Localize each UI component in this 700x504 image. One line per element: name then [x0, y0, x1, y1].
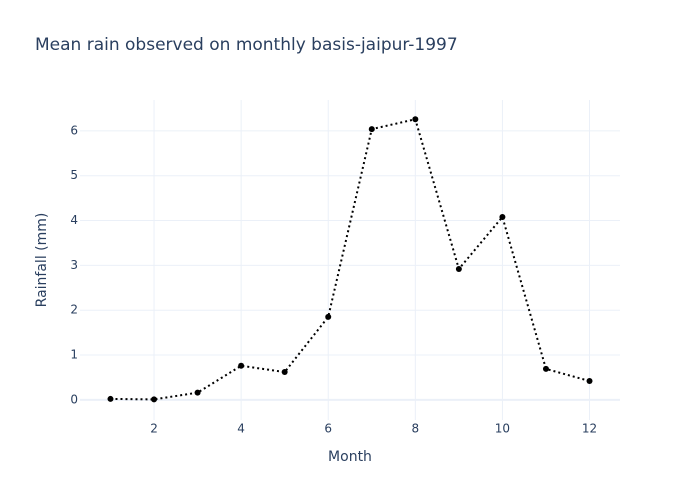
marker [412, 116, 419, 123]
y-tick-label: 0 [70, 392, 78, 406]
marker [325, 313, 332, 320]
y-tick-label: 1 [70, 348, 78, 362]
marker [151, 396, 158, 403]
y-tick-label: 5 [70, 168, 78, 182]
marker [499, 213, 506, 220]
x-tick-label: 2 [150, 422, 158, 436]
marker [107, 395, 114, 402]
x-tick-label: 10 [495, 422, 510, 436]
y-tick-label: 2 [70, 303, 78, 317]
y-tick-label: 3 [70, 258, 78, 272]
marker [368, 126, 375, 133]
marker [194, 389, 201, 396]
marker [238, 362, 245, 369]
marker [542, 365, 549, 372]
y-tick-label: 4 [70, 213, 78, 227]
y-axis-title: Rainfall (mm) [34, 213, 50, 308]
x-tick-label: 12 [582, 422, 597, 436]
x-axis-title: Month [328, 449, 372, 465]
line [110, 118, 590, 401]
x-tick-label: 8 [412, 422, 420, 436]
marker [586, 378, 593, 385]
marker [455, 265, 462, 272]
y-tick-label: 6 [70, 123, 78, 137]
chart-title: Mean rain observed on monthly basis-jaip… [35, 35, 458, 55]
marker [281, 369, 288, 376]
x-tick-label: 4 [237, 422, 245, 436]
x-tick-label: 6 [324, 422, 332, 436]
